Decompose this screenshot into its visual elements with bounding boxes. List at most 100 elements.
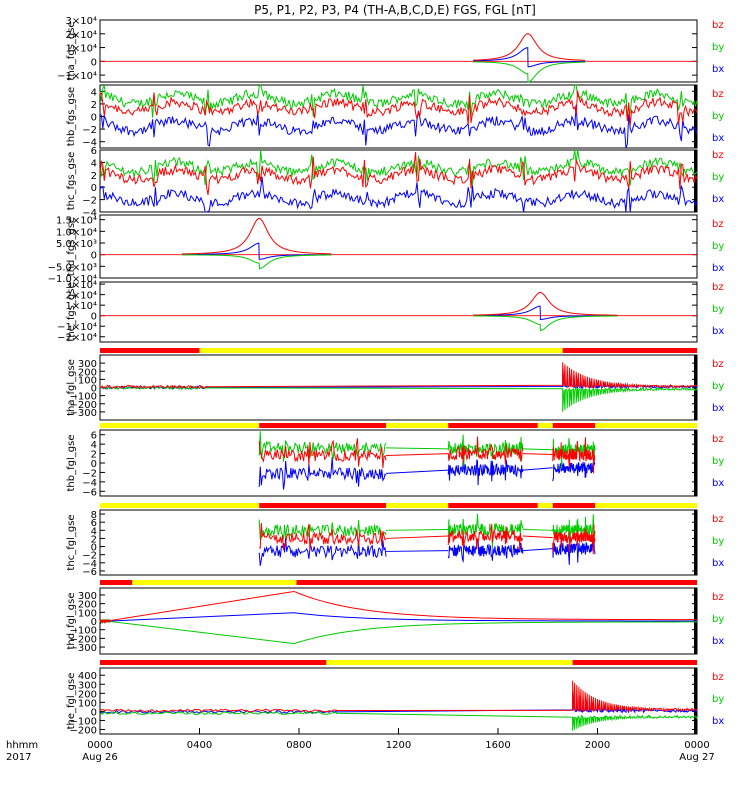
y-tick-label: 1.0×10⁴ [56, 227, 97, 238]
status-bar-segment [552, 423, 596, 428]
x-tick-label: 0000 [87, 740, 112, 751]
y-tick-label: 2 [91, 100, 97, 111]
series-bz [99, 362, 698, 389]
y-tick-label: −1×10⁴ [57, 71, 97, 82]
y-tick-label: 200 [78, 367, 97, 378]
y-tick-label: −2 [82, 125, 97, 136]
status-bar-segment [132, 580, 297, 585]
x-tick-label: 1600 [485, 740, 510, 751]
series-bz [99, 590, 698, 625]
x-corner-label: hhmm [6, 740, 38, 751]
y-tick-label: 0 [91, 312, 97, 323]
status-bar-segment [259, 503, 387, 508]
series-by [447, 513, 524, 548]
y-tick-label: −100 [70, 716, 97, 727]
panel-frame [99, 214, 698, 279]
x-tick-label: 2000 [585, 740, 610, 751]
y-axis-label: tha_fgl_gse [66, 359, 77, 416]
x-tick-label: 1200 [386, 740, 411, 751]
legend-bx: bx [712, 326, 724, 337]
legend-bz: bz [712, 434, 724, 445]
legend-bx: bx [712, 64, 724, 75]
legend-bz: bz [712, 282, 724, 293]
series-bz [258, 438, 387, 469]
series-bz [99, 680, 698, 713]
y-axis-label: thd_fgl_gse [66, 593, 77, 650]
y-tick-label: 200 [78, 689, 97, 700]
status-bar-segment [296, 580, 697, 585]
edge-data-mark [694, 85, 697, 148]
series-bz [447, 436, 524, 465]
status-bar-segment [537, 423, 553, 428]
status-bar-segment [537, 503, 553, 508]
y-tick-label: −300 [70, 408, 97, 419]
series-bx [447, 459, 524, 486]
series-bx [258, 457, 387, 490]
legend-bz: bz [712, 219, 724, 230]
legend-bx: bx [712, 558, 724, 569]
series-bz [447, 524, 524, 551]
series-by [99, 711, 698, 731]
series-bz [552, 437, 596, 474]
series-by [99, 385, 698, 412]
series-bx [258, 537, 387, 566]
gap-connector-bz [386, 453, 449, 456]
y-tick-label: 2 [91, 534, 97, 545]
y-tick-label: 4 [91, 440, 97, 451]
series-bx [99, 176, 698, 213]
series-by [473, 61, 586, 83]
y-tick-label: −100 [70, 392, 97, 403]
y-tick-label: 400 [78, 671, 97, 682]
gap-connector-bx [522, 548, 553, 552]
series-bz [258, 522, 387, 551]
gap-connector-bz [386, 535, 449, 539]
y-tick-label: −200 [70, 725, 97, 736]
y-tick-label: −1.0×10⁴ [48, 274, 97, 285]
edge-data-mark [694, 430, 697, 496]
gap-connector-bx [386, 550, 449, 552]
legend-by: by [712, 241, 724, 252]
series-bz [473, 33, 586, 61]
y-tick-label: 0 [91, 459, 97, 470]
y-tick-label: 2 [91, 171, 97, 182]
legend-bx: bx [712, 403, 724, 414]
legend-by: by [712, 614, 724, 625]
legend-bz: bz [712, 359, 724, 370]
series-bz [99, 90, 698, 126]
y-tick-label: −6 [82, 487, 97, 498]
legend-by: by [712, 111, 724, 122]
gap-connector-bz [522, 535, 553, 539]
legend-bx: bx [712, 263, 724, 274]
y-tick-label: 0 [91, 183, 97, 194]
legend-bz: bz [712, 592, 724, 603]
legend-bz: bz [712, 20, 724, 31]
y-tick-label: 4 [91, 158, 97, 169]
status-bar-segment [100, 580, 133, 585]
status-bar-segment [100, 660, 327, 665]
y-tick-label: −2 [82, 468, 97, 479]
y-tick-label: 6 [91, 518, 97, 529]
gap-connector-bz [522, 453, 553, 456]
y-axis-label: tha_fgs_gse [66, 21, 77, 80]
legend-bx: bx [712, 636, 724, 647]
y-tick-label: 2 [91, 450, 97, 461]
series-bx [182, 242, 332, 260]
legend-by: by [712, 172, 724, 183]
y-axis-label: thb_fgl_gse [66, 435, 77, 492]
y-axis-label: thb_fgs_gse [66, 87, 77, 146]
status-bar-segment [100, 348, 200, 353]
y-tick-label: 300 [78, 591, 97, 602]
status-bar-segment [386, 423, 449, 428]
y-tick-label: 100 [78, 608, 97, 619]
y-tick-label: −2 [82, 196, 97, 207]
panel-thd_fgs: 1.5×10⁴1.0×10⁴5.0×10³0−5.0×10³−1.0×10⁴th… [48, 214, 724, 285]
y-axis-label: thc_fgl_gse [66, 514, 77, 570]
edge-data-mark [694, 668, 697, 734]
